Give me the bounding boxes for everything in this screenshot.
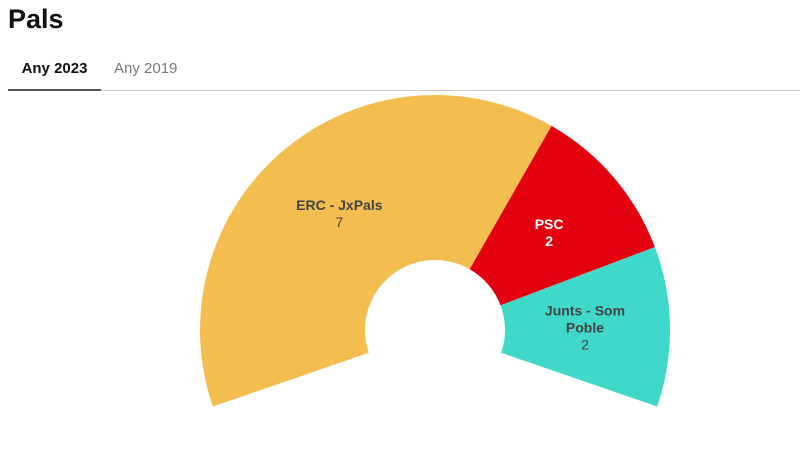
party-name: Junts - Som Poble [544, 302, 626, 336]
page-title: Pals [8, 4, 64, 34]
tab[interactable]: Any 2019 [114, 60, 178, 77]
slice-label: PSC 2 [494, 216, 604, 250]
slice [469, 125, 655, 306]
seat-count: 2 [581, 336, 589, 353]
seat-count: 7 [335, 214, 344, 231]
tab-bar: Any 2023 Any 2019 [8, 52, 800, 91]
tab[interactable]: Any 2023 [8, 60, 101, 91]
slice [199, 94, 552, 407]
party-name: ERC - JxPals [296, 197, 383, 214]
slice-label: Junts - Som Poble 2 [530, 302, 640, 353]
party-name: PSC [534, 215, 564, 232]
slice-label: ERC - JxPals 7 [284, 197, 394, 231]
seat-count: 2 [545, 232, 554, 249]
slice [500, 247, 670, 407]
